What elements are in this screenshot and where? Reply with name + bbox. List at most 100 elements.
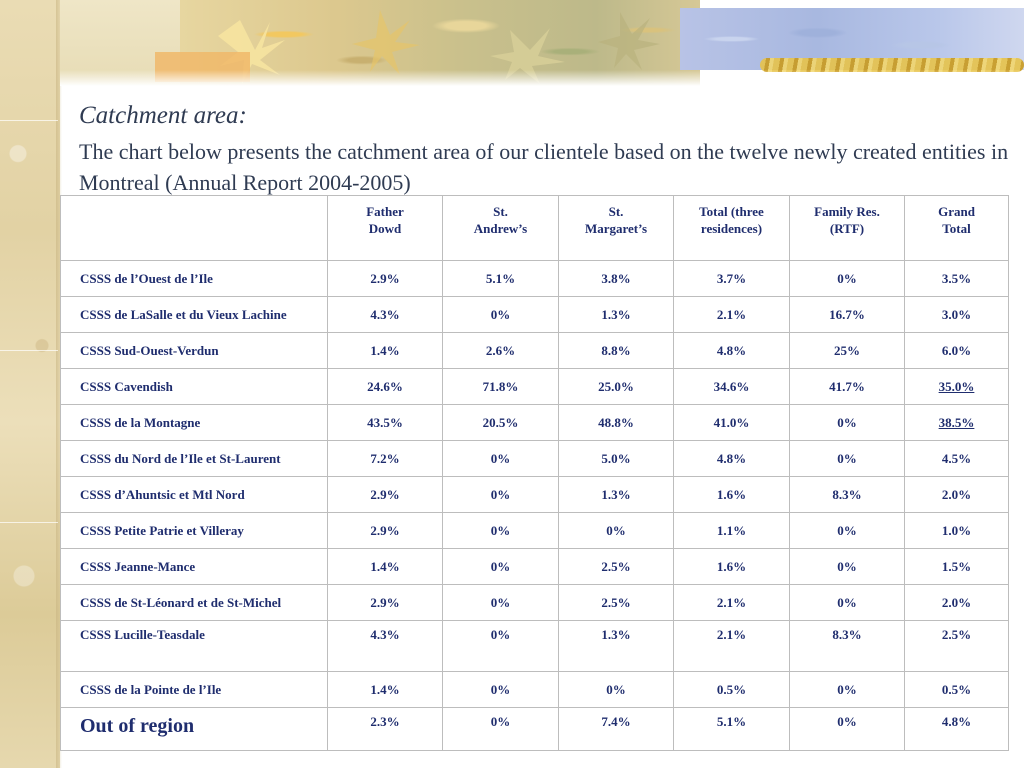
table-cell: 0%: [442, 707, 559, 751]
region-name-cell: CSSS Jeanne-Mance: [60, 548, 328, 585]
table-cell: 2.9%: [327, 260, 443, 297]
table-cell: 2.0%: [904, 584, 1009, 621]
table-cell: 0.5%: [904, 671, 1009, 708]
table-cell: 0%: [558, 671, 674, 708]
table-header-row: Father Dowd St. Andrew’s St. Margaret’s …: [60, 195, 1009, 261]
table-row: Out of region 2.3% 0% 7.4% 5.1% 0% 4.8%: [60, 707, 1009, 751]
table-cell: 24.6%: [327, 368, 443, 405]
region-name-cell: CSSS du Nord de l’Ile et St-Laurent: [60, 440, 328, 477]
table-cell-highlighted: 38.5%: [904, 404, 1009, 441]
parchment-background: [0, 0, 60, 768]
table-cell: 4.8%: [673, 332, 790, 369]
column-header: St. Margaret’s: [558, 195, 674, 261]
table-cell: 0%: [442, 584, 559, 621]
page-description: The chart below presents the catchment a…: [79, 139, 1009, 195]
table-cell: 1.6%: [673, 548, 790, 585]
table-cell: 5.1%: [673, 707, 790, 751]
table-cell: 41.0%: [673, 404, 790, 441]
table-cell: 0%: [442, 548, 559, 585]
column-header: Father Dowd: [327, 195, 443, 261]
table-cell: 2.9%: [327, 584, 443, 621]
banner-gold-accent: [760, 58, 1024, 72]
table-cell: 8.3%: [789, 476, 905, 513]
table-cell: 20.5%: [442, 404, 559, 441]
table-cell: 1.3%: [558, 296, 674, 333]
table-cell: 0%: [442, 440, 559, 477]
table-row: CSSS Lucille-Teasdale 4.3% 0% 1.3% 2.1% …: [60, 620, 1009, 672]
column-header: Total (three residences): [673, 195, 790, 261]
table-cell: 3.8%: [558, 260, 674, 297]
table-cell: 1.0%: [904, 512, 1009, 549]
region-name-cell: CSSS Petite Patrie et Villeray: [60, 512, 328, 549]
table-cell: 2.5%: [558, 584, 674, 621]
table-cell: 0%: [442, 476, 559, 513]
region-name-cell: CSSS Cavendish: [60, 368, 328, 405]
table-row: CSSS de la Pointe de l’Ile 1.4% 0% 0% 0.…: [60, 671, 1009, 708]
table-cell: 0%: [789, 404, 905, 441]
parchment-texture-line: [0, 350, 58, 351]
banner-fade: [60, 70, 1024, 86]
table-cell: 1.4%: [327, 332, 443, 369]
table-cell: 0%: [789, 548, 905, 585]
leaf-pattern-icon: [218, 10, 660, 84]
table-cell: 2.5%: [904, 620, 1009, 672]
table-cell: 43.5%: [327, 404, 443, 441]
table-cell: 2.1%: [673, 584, 790, 621]
parchment-edge: [56, 0, 62, 768]
table-row: CSSS Petite Patrie et Villeray 2.9% 0% 0…: [60, 512, 1009, 549]
table-cell: 1.3%: [558, 620, 674, 672]
table-cell: 0%: [442, 671, 559, 708]
table-row: CSSS de la Montagne 43.5% 20.5% 48.8% 41…: [60, 404, 1009, 441]
region-name-cell: CSSS de la Montagne: [60, 404, 328, 441]
table-row: CSSS Sud-Ouest-Verdun 1.4% 2.6% 8.8% 4.8…: [60, 332, 1009, 369]
table-cell: 2.9%: [327, 512, 443, 549]
decorative-banner: [60, 0, 1024, 86]
region-name-cell: CSSS d’Ahuntsic et Mtl Nord: [60, 476, 328, 513]
table-cell: 3.7%: [673, 260, 790, 297]
table-cell: 2.1%: [673, 620, 790, 672]
region-name-cell: CSSS de l’Ouest de l’Ile: [60, 260, 328, 297]
table-row: CSSS Jeanne-Mance 1.4% 0% 2.5% 1.6% 0% 1…: [60, 548, 1009, 585]
table-row: CSSS de LaSalle et du Vieux Lachine 4.3%…: [60, 296, 1009, 333]
column-header: Family Res. (RTF): [789, 195, 905, 261]
table-cell: 7.4%: [558, 707, 674, 751]
column-header: St. Andrew’s: [442, 195, 559, 261]
table-cell: 48.8%: [558, 404, 674, 441]
table-cell: 7.2%: [327, 440, 443, 477]
table-cell: 2.3%: [327, 707, 443, 751]
table-cell: 0.5%: [673, 671, 790, 708]
table-cell: 0%: [442, 620, 559, 672]
region-name-cell: CSSS Lucille-Teasdale: [60, 620, 328, 672]
table-cell: 1.1%: [673, 512, 790, 549]
table-cell: 4.3%: [327, 296, 443, 333]
table-cell: 3.5%: [904, 260, 1009, 297]
table-cell: 2.5%: [558, 548, 674, 585]
parchment-texture-line: [0, 120, 58, 121]
table-cell: 4.8%: [673, 440, 790, 477]
table-row: CSSS d’Ahuntsic et Mtl Nord 2.9% 0% 1.3%…: [60, 476, 1009, 513]
table-cell: 1.3%: [558, 476, 674, 513]
table-cell: 1.5%: [904, 548, 1009, 585]
table-cell: 34.6%: [673, 368, 790, 405]
table-cell-highlighted: 35.0%: [904, 368, 1009, 405]
region-name-cell: CSSS Sud-Ouest-Verdun: [60, 332, 328, 369]
table-cell: 8.8%: [558, 332, 674, 369]
region-name-cell: CSSS de la Pointe de l’Ile: [60, 671, 328, 708]
table-cell: 5.0%: [558, 440, 674, 477]
table-row: CSSS Cavendish 24.6% 71.8% 25.0% 34.6% 4…: [60, 368, 1009, 405]
parchment-texture-line: [0, 522, 58, 523]
table-cell: 5.1%: [442, 260, 559, 297]
table-cell: 16.7%: [789, 296, 905, 333]
table-cell: 2.6%: [442, 332, 559, 369]
table-cell: 0%: [442, 512, 559, 549]
column-header: [60, 195, 328, 261]
table-cell: 1.6%: [673, 476, 790, 513]
column-header: Grand Total: [904, 195, 1009, 261]
table-row: CSSS de l’Ouest de l’Ile 2.9% 5.1% 3.8% …: [60, 260, 1009, 297]
table-cell: 3.0%: [904, 296, 1009, 333]
table-cell: 0%: [789, 440, 905, 477]
region-name-cell: CSSS de LaSalle et du Vieux Lachine: [60, 296, 328, 333]
table-cell: 6.0%: [904, 332, 1009, 369]
page-title: Catchment area:: [79, 102, 247, 129]
table-cell: 1.4%: [327, 671, 443, 708]
